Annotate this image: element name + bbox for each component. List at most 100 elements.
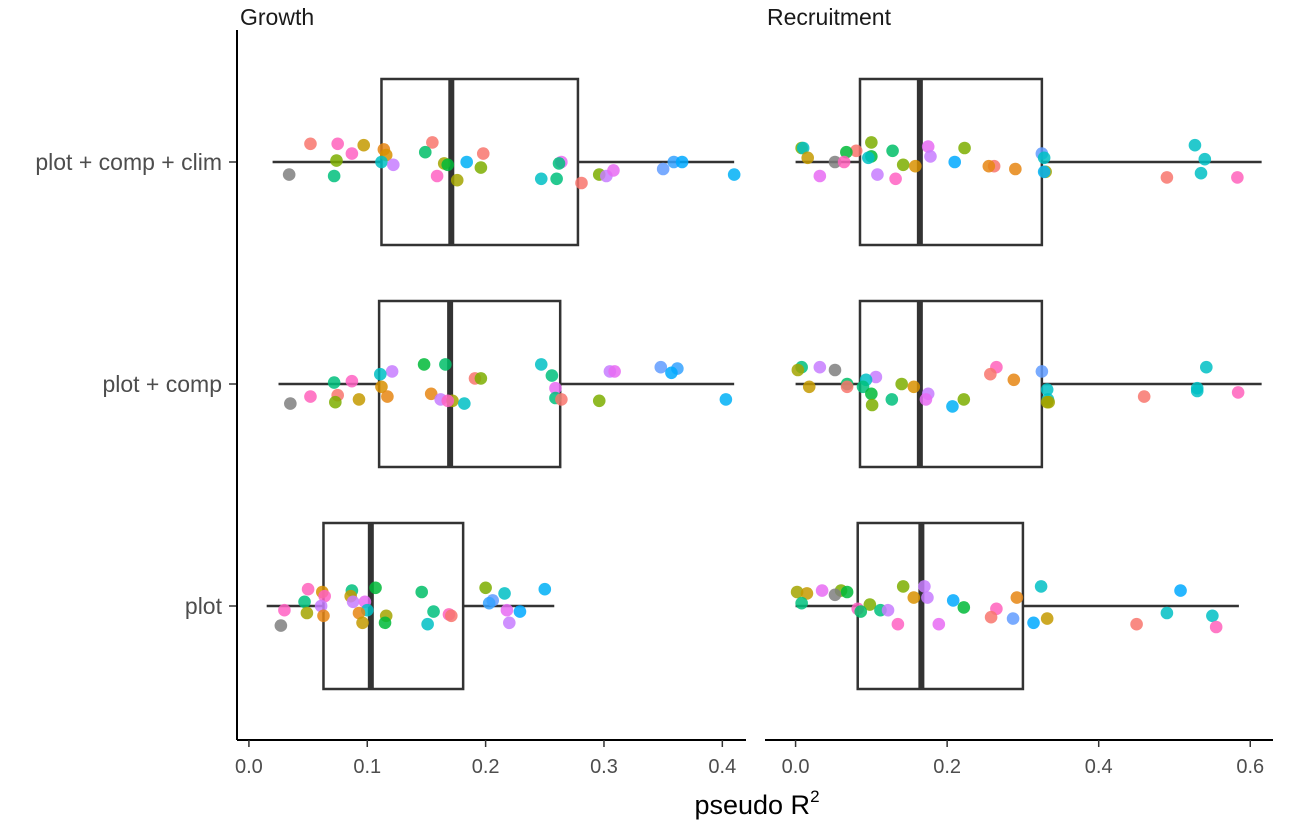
data-point <box>274 619 288 632</box>
data-point <box>278 603 291 617</box>
data-point <box>886 144 899 158</box>
data-point <box>415 585 429 599</box>
data-point <box>1190 384 1204 398</box>
data-point <box>352 393 366 406</box>
data-point <box>534 172 548 186</box>
data-point <box>791 363 805 377</box>
data-point <box>345 374 359 388</box>
data-point <box>802 380 816 394</box>
data-point <box>474 372 488 385</box>
data-point <box>1037 165 1051 179</box>
data-point <box>346 595 360 609</box>
data-point <box>946 594 960 607</box>
data-point <box>958 141 971 155</box>
data-point <box>430 169 444 183</box>
data-point <box>1160 606 1174 620</box>
data-point <box>921 591 934 604</box>
data-point <box>856 380 870 394</box>
data-point <box>417 358 431 371</box>
data-point <box>1200 360 1213 374</box>
data-point <box>1009 162 1022 176</box>
data-point <box>445 609 458 623</box>
data-point <box>1231 386 1245 399</box>
data-point <box>550 172 563 186</box>
data-point <box>865 136 878 149</box>
data-point <box>552 157 566 170</box>
data-point <box>813 169 827 183</box>
data-point <box>460 155 473 169</box>
data-point <box>375 380 388 394</box>
panel-recruitment: Recruitment 0.0 0.2 0.4 0.6 <box>765 4 1273 778</box>
data-point <box>424 387 438 401</box>
data-point <box>675 155 689 169</box>
data-point <box>921 140 935 153</box>
data-point <box>828 363 842 377</box>
data-point <box>924 150 937 163</box>
data-point <box>607 164 620 177</box>
data-point <box>1209 620 1223 634</box>
data-point <box>1194 166 1208 180</box>
data-point <box>919 393 933 406</box>
data-point <box>891 617 905 631</box>
data-point <box>327 169 341 183</box>
data-point <box>482 596 496 610</box>
data-point <box>439 358 452 371</box>
data-point <box>298 595 311 609</box>
data-point <box>356 616 369 630</box>
data-point <box>1231 171 1244 184</box>
data-point <box>840 585 854 599</box>
data-point <box>369 581 382 595</box>
data-point <box>1035 365 1049 378</box>
data-point <box>555 393 568 406</box>
data-point <box>441 394 455 408</box>
data-point <box>1007 373 1021 387</box>
data-point <box>849 144 863 158</box>
data-point <box>656 162 670 176</box>
data-point <box>284 397 297 410</box>
data-point <box>982 159 996 173</box>
data-point <box>427 605 440 618</box>
data-point <box>840 145 853 159</box>
data-point <box>479 581 492 595</box>
data-point <box>1027 616 1040 630</box>
data-point <box>373 367 387 381</box>
data-point <box>800 587 814 600</box>
data-point <box>1188 138 1202 152</box>
data-point <box>331 137 344 151</box>
data-point <box>828 155 842 169</box>
x-tick-label: 0.3 <box>590 756 618 778</box>
data-point <box>426 136 439 149</box>
data-point <box>1042 395 1055 409</box>
data-point <box>375 155 388 169</box>
data-point <box>1206 609 1219 623</box>
data-point <box>896 158 910 172</box>
y-axis-labels: plot + comp + clim plot + comp plot <box>35 149 237 619</box>
data-point <box>869 370 883 384</box>
data-point <box>1006 612 1020 625</box>
data-point <box>885 393 899 406</box>
data-point <box>957 601 971 614</box>
y-tick-label: plot + comp + clim <box>35 149 222 175</box>
data-point <box>301 582 315 596</box>
data-point <box>314 599 328 613</box>
data-point <box>282 168 296 181</box>
data-point <box>948 155 962 169</box>
data-point <box>1160 171 1174 184</box>
data-point <box>421 617 434 631</box>
data-point <box>345 147 359 160</box>
data-point <box>796 141 810 155</box>
data-point <box>330 154 343 167</box>
data-point <box>304 390 317 403</box>
data-point <box>865 387 878 401</box>
x-tick-label: 0.2 <box>933 756 961 778</box>
data-point <box>476 147 490 160</box>
data-point <box>907 591 921 604</box>
data-point <box>813 360 827 374</box>
data-point <box>815 584 829 597</box>
data-point <box>654 360 668 374</box>
data-point <box>608 365 621 378</box>
data-point <box>474 161 488 174</box>
panel-title: Growth <box>240 4 314 30</box>
data-point <box>300 606 314 620</box>
